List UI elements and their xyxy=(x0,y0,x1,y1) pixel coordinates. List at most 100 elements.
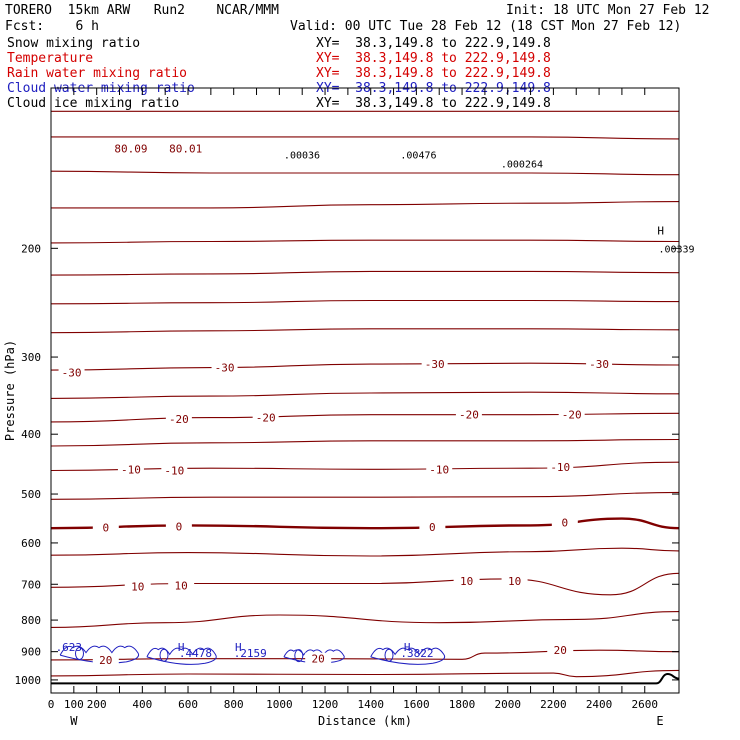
y-tick-label-7: 900 xyxy=(21,646,41,659)
contour-label-bg-3 xyxy=(586,358,613,371)
field-snow-name: Snow mixing ratio xyxy=(7,36,141,51)
snow-label-1: .000264 xyxy=(501,160,543,171)
contour-label-bg-13 xyxy=(165,520,192,533)
contour-label-7: -20 xyxy=(562,409,582,422)
y-tick-label-4: 600 xyxy=(21,537,41,550)
forecast-hour: Fcst: 6 h xyxy=(5,19,99,34)
contour-label-22: 20 xyxy=(554,644,567,657)
isotherm--55 xyxy=(51,201,680,209)
contour-label-bg-12 xyxy=(92,521,119,534)
contour-label-bg-22 xyxy=(547,644,574,657)
cloud-water-label-1: .2159 xyxy=(234,647,267,660)
x-tick-label-11: 2000 xyxy=(494,698,521,711)
maxima-label-3: H xyxy=(404,641,411,654)
axes: 0 100 200 400 600 800 1000 1200 1400 1600 1800 2000… xyxy=(3,87,680,728)
x-tick-label-6: 1000 xyxy=(266,698,293,711)
contour-label-bg-11 xyxy=(547,460,574,473)
x-tick-label-14: 2600 xyxy=(631,698,658,711)
cloud-water-contours xyxy=(59,645,446,665)
x-tick-label-4: 600 xyxy=(178,698,198,711)
isotherm--10 xyxy=(50,461,680,472)
contour-label-bg-10 xyxy=(426,463,453,476)
isotherm--20 xyxy=(50,412,680,423)
isotherm-25 xyxy=(50,669,680,678)
isotherm-0 xyxy=(50,517,680,530)
cloud-water-core-3 xyxy=(384,648,394,662)
x-tick-label-9: 1600 xyxy=(403,698,430,711)
isotherm--40 xyxy=(50,299,680,305)
x-tick-label-5: 800 xyxy=(224,698,244,711)
contour-label-15: 0 xyxy=(562,517,569,530)
contour-label-10: -10 xyxy=(429,463,449,476)
west-label: W xyxy=(70,714,78,728)
contour-label-18: 10 xyxy=(460,575,473,588)
isotherm--35 xyxy=(50,328,680,334)
snow-label-3: .00476 xyxy=(400,150,436,161)
contour-label-2: -30 xyxy=(425,358,445,371)
maxima-label-0: H xyxy=(657,225,664,238)
maxima-label-4: 80.01 xyxy=(169,143,202,156)
contour-label-bg-14 xyxy=(419,520,446,533)
isotherm-15 xyxy=(50,611,680,628)
x-tick-label-3: 400 xyxy=(132,698,152,711)
contour-label-21: 20 xyxy=(312,653,325,666)
y-tick-label-6: 800 xyxy=(21,614,41,627)
field-temperature-xy: XY= 38.3,149.8 to 222.9,149.8 xyxy=(316,51,551,66)
contour-label-8: -10 xyxy=(121,463,141,476)
contour-label-17: 10 xyxy=(175,579,188,592)
contour-label-14: 0 xyxy=(429,521,436,534)
isotherm--15 xyxy=(50,438,680,447)
temperature-contours xyxy=(50,110,680,685)
contour-label-bg-15 xyxy=(551,516,578,529)
snow-label-0: .00339 xyxy=(658,244,694,255)
maxima-label-5: 80.09 xyxy=(114,143,147,156)
snow-label-2: .00036 xyxy=(284,150,320,161)
cloud-water-core-2 xyxy=(294,649,304,663)
field-snow-xy: XY= 38.3,149.8 to 222.9,149.8 xyxy=(316,36,551,51)
plot-frame xyxy=(50,87,680,694)
isotherm--50 xyxy=(50,239,680,244)
contour-label-11: -10 xyxy=(550,461,570,474)
y-tick-label-8: 1000 xyxy=(15,674,42,687)
contour-label-13: 0 xyxy=(176,520,183,533)
cloud-water-cell-0 xyxy=(59,645,140,664)
isotherm--5 xyxy=(50,491,680,500)
contour-label-bg-9 xyxy=(161,464,188,477)
x-tick-label-12: 2200 xyxy=(540,698,567,711)
contour-label-5: -20 xyxy=(256,412,276,425)
x-tick-label-10: 1800 xyxy=(449,698,476,711)
contour-label-bg-1 xyxy=(211,361,238,374)
contour-label-19: 10 xyxy=(508,575,521,588)
isotherm--45 xyxy=(50,270,680,276)
y-tick-label-5: 700 xyxy=(21,578,41,591)
contour-label-bg-7 xyxy=(558,408,585,421)
isotherm-10 xyxy=(50,572,680,596)
field-temperature-name: Temperature xyxy=(7,51,94,66)
contour-label-bg-16 xyxy=(124,580,151,593)
cloud-water-cell-3 xyxy=(370,647,446,665)
contour-label-bg-2 xyxy=(421,358,448,371)
terrain-line xyxy=(50,672,680,685)
isotherm-20 xyxy=(50,649,680,661)
y-tick-label-1: 300 xyxy=(21,351,41,364)
x-axis-label: Distance (km) xyxy=(318,714,412,728)
maxima-label-2: H xyxy=(235,641,242,654)
contour-label-bg-20 xyxy=(92,653,119,666)
contour-label-bg-21 xyxy=(305,652,332,665)
contour-labels: -30 -30 -30 -30 -20 -20 -20 -20 -10 -10 -10 -10 0 0 0 0… xyxy=(56,143,695,667)
model-title: TORERO 15km ARW Run2 NCAR/MMM xyxy=(5,3,279,18)
contour-label-12: 0 xyxy=(102,521,109,534)
contour-label-3: -30 xyxy=(589,358,609,371)
field-cloud-ice-name: Cloud ice mixing ratio xyxy=(7,96,180,111)
contour-label-bg-0 xyxy=(58,366,85,379)
x-tick-label-0: 0 xyxy=(48,698,55,711)
x-tick-label-7: 1200 xyxy=(312,698,339,711)
isotherm--25 xyxy=(50,391,680,399)
x-tick-label-2: 200 xyxy=(87,698,107,711)
isotherm-5 xyxy=(50,547,680,557)
field-cloud-ice-xy: XY= 38.3,149.8 to 222.9,149.8 xyxy=(316,96,551,111)
maxima-label-1: H xyxy=(178,641,185,654)
cloud-water-core-0 xyxy=(75,647,84,660)
field-rain-name: Rain water mixing ratio xyxy=(7,66,188,81)
